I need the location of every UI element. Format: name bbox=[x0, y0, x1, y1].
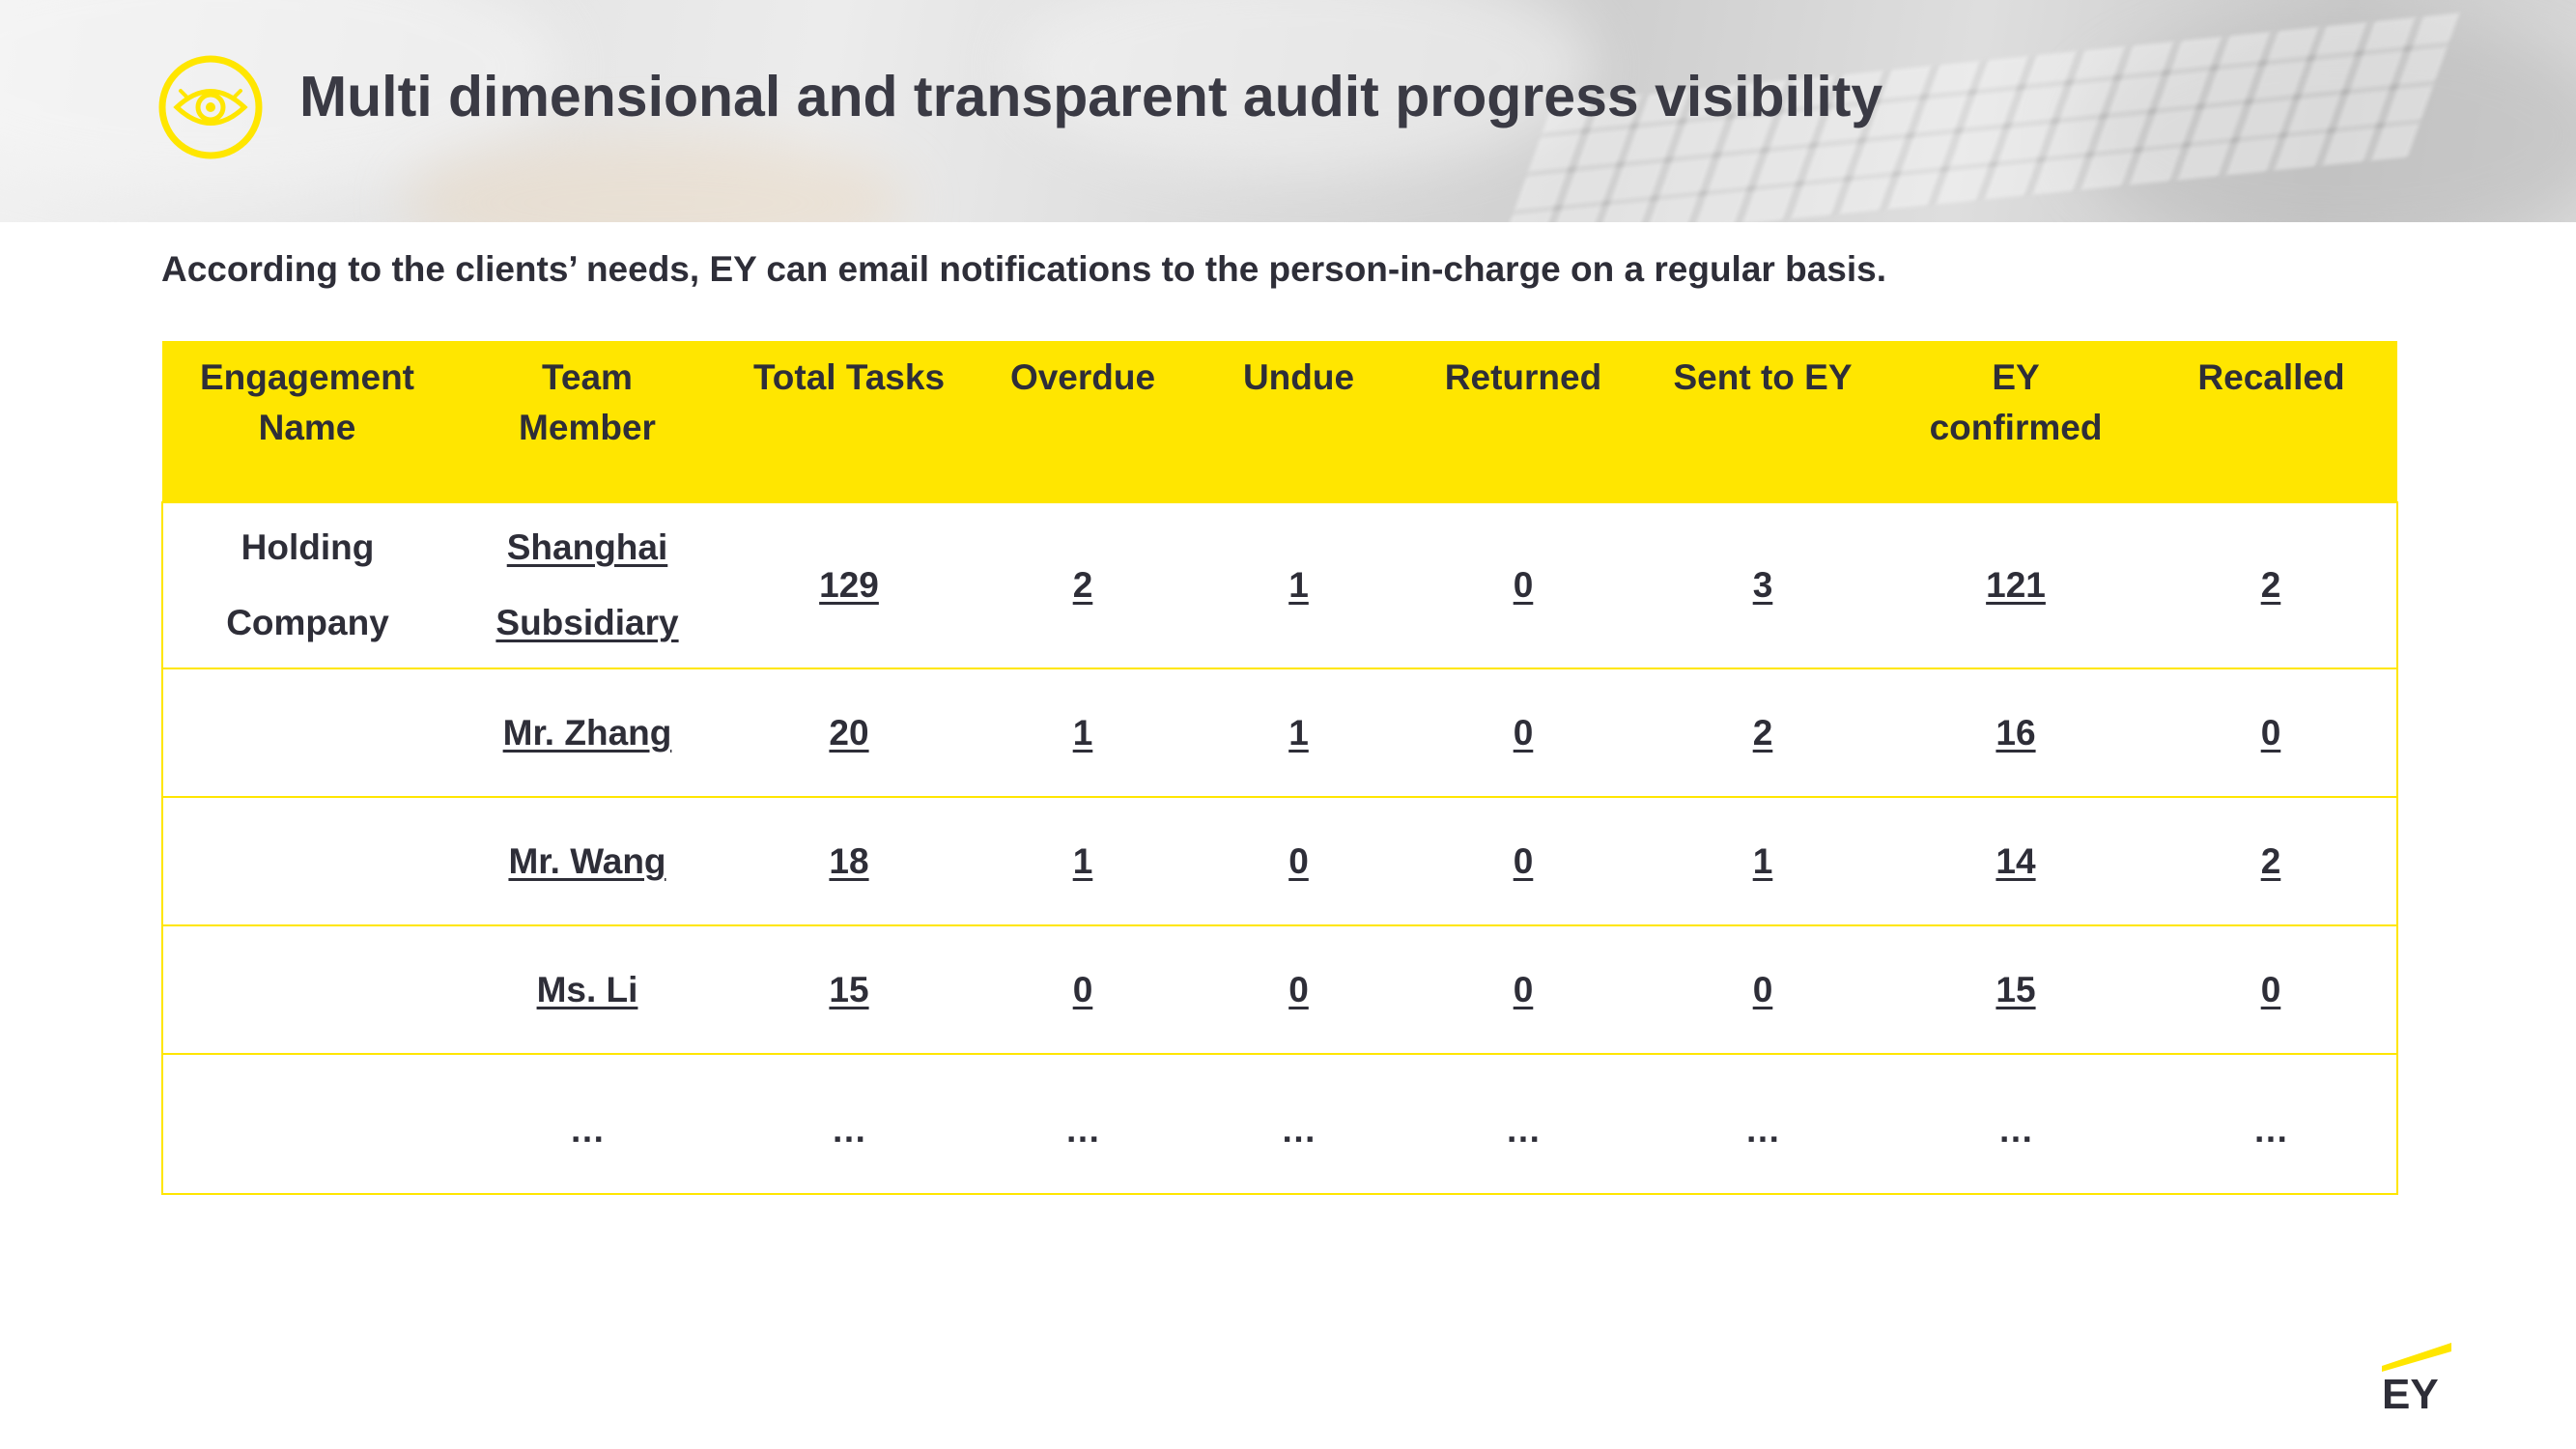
column-header-returned: Returned bbox=[1407, 341, 1639, 502]
sent-to-ey-link[interactable]: 3 bbox=[1639, 501, 1886, 669]
page-title: Multi dimensional and transparent audit … bbox=[299, 65, 1883, 128]
returned-link[interactable]: 0 bbox=[1407, 501, 1639, 669]
column-header-overdue: Overdue bbox=[976, 341, 1190, 502]
engagement-name-cell bbox=[161, 796, 452, 926]
table-row: Ms. Li 15 0 0 0 0 15 0 bbox=[161, 924, 2398, 1055]
overdue-link[interactable]: 1 bbox=[976, 796, 1190, 926]
ellipsis-cell: … bbox=[1190, 1053, 1407, 1195]
table-header-row: Engagement Name Team Member Total Tasks Ov… bbox=[162, 341, 2397, 502]
eye-icon bbox=[158, 55, 263, 159]
ellipsis-cell: … bbox=[2145, 1053, 2398, 1195]
total-tasks-link[interactable]: 129 bbox=[722, 501, 976, 669]
ey-logo: EY bbox=[2382, 1343, 2451, 1410]
ellipsis-cell: … bbox=[1886, 1053, 2145, 1195]
ey-confirmed-link[interactable]: 14 bbox=[1886, 796, 2145, 926]
ey-logo-text: EY bbox=[2382, 1371, 2439, 1410]
table-row: … … … … … … … … bbox=[161, 1053, 2398, 1195]
table-row: Mr. Zhang 20 1 1 0 2 16 0 bbox=[161, 668, 2398, 798]
overdue-link[interactable]: 1 bbox=[976, 668, 1190, 798]
ellipsis-cell: … bbox=[1639, 1053, 1886, 1195]
total-tasks-link[interactable]: 20 bbox=[722, 668, 976, 798]
ellipsis-cell: … bbox=[1407, 1053, 1639, 1195]
recalled-link[interactable]: 0 bbox=[2145, 924, 2398, 1055]
engagement-name-cell bbox=[161, 1053, 452, 1195]
sent-to-ey-link[interactable]: 1 bbox=[1639, 796, 1886, 926]
returned-link[interactable]: 0 bbox=[1407, 924, 1639, 1055]
column-header-sent-to-ey: Sent to EY bbox=[1639, 341, 1886, 502]
column-header-recalled: Recalled bbox=[2145, 341, 2397, 502]
returned-link[interactable]: 0 bbox=[1407, 796, 1639, 926]
ey-confirmed-link[interactable]: 15 bbox=[1886, 924, 2145, 1055]
total-tasks-link[interactable]: 18 bbox=[722, 796, 976, 926]
overdue-link[interactable]: 0 bbox=[976, 924, 1190, 1055]
overdue-link[interactable]: 2 bbox=[976, 501, 1190, 669]
column-header-ey-confirmed: EY confirmed bbox=[1886, 341, 2145, 502]
team-member-link[interactable]: Shanghai Subsidiary bbox=[452, 501, 722, 669]
undue-link[interactable]: 0 bbox=[1190, 796, 1407, 926]
total-tasks-link[interactable]: 15 bbox=[722, 924, 976, 1055]
ellipsis-cell: … bbox=[452, 1053, 722, 1195]
engagement-name-cell bbox=[161, 668, 452, 798]
table-row: Mr. Wang 18 1 0 0 1 14 2 bbox=[161, 796, 2398, 926]
column-header-total-tasks: Total Tasks bbox=[722, 341, 976, 502]
engagement-name-cell: Holding Company bbox=[161, 501, 452, 669]
page-subtitle: According to the clients’ needs, EY can … bbox=[161, 249, 1886, 289]
audit-progress-table: Engagement Name Team Member Total Tasks Ov… bbox=[161, 341, 2398, 1195]
team-member-link[interactable]: Ms. Li bbox=[452, 924, 722, 1055]
column-header-undue: Undue bbox=[1190, 341, 1407, 502]
undue-link[interactable]: 0 bbox=[1190, 924, 1407, 1055]
team-member-link[interactable]: Mr. Wang bbox=[452, 796, 722, 926]
ey-confirmed-link[interactable]: 121 bbox=[1886, 501, 2145, 669]
recalled-link[interactable]: 2 bbox=[2145, 501, 2398, 669]
undue-link[interactable]: 1 bbox=[1190, 668, 1407, 798]
recalled-link[interactable]: 0 bbox=[2145, 668, 2398, 798]
sent-to-ey-link[interactable]: 0 bbox=[1639, 924, 1886, 1055]
column-header-team-member: Team Member bbox=[452, 341, 722, 502]
team-member-link[interactable]: Mr. Zhang bbox=[452, 668, 722, 798]
table-row: Holding Company Shanghai Subsidiary 129 2 … bbox=[161, 501, 2398, 669]
recalled-link[interactable]: 2 bbox=[2145, 796, 2398, 926]
header-banner bbox=[0, 0, 2576, 222]
undue-link[interactable]: 1 bbox=[1190, 501, 1407, 669]
column-header-engagement-name: Engagement Name bbox=[162, 341, 452, 502]
sent-to-ey-link[interactable]: 2 bbox=[1639, 668, 1886, 798]
ellipsis-cell: … bbox=[976, 1053, 1190, 1195]
engagement-name-cell bbox=[161, 924, 452, 1055]
returned-link[interactable]: 0 bbox=[1407, 668, 1639, 798]
ellipsis-cell: … bbox=[722, 1053, 976, 1195]
ey-confirmed-link[interactable]: 16 bbox=[1886, 668, 2145, 798]
